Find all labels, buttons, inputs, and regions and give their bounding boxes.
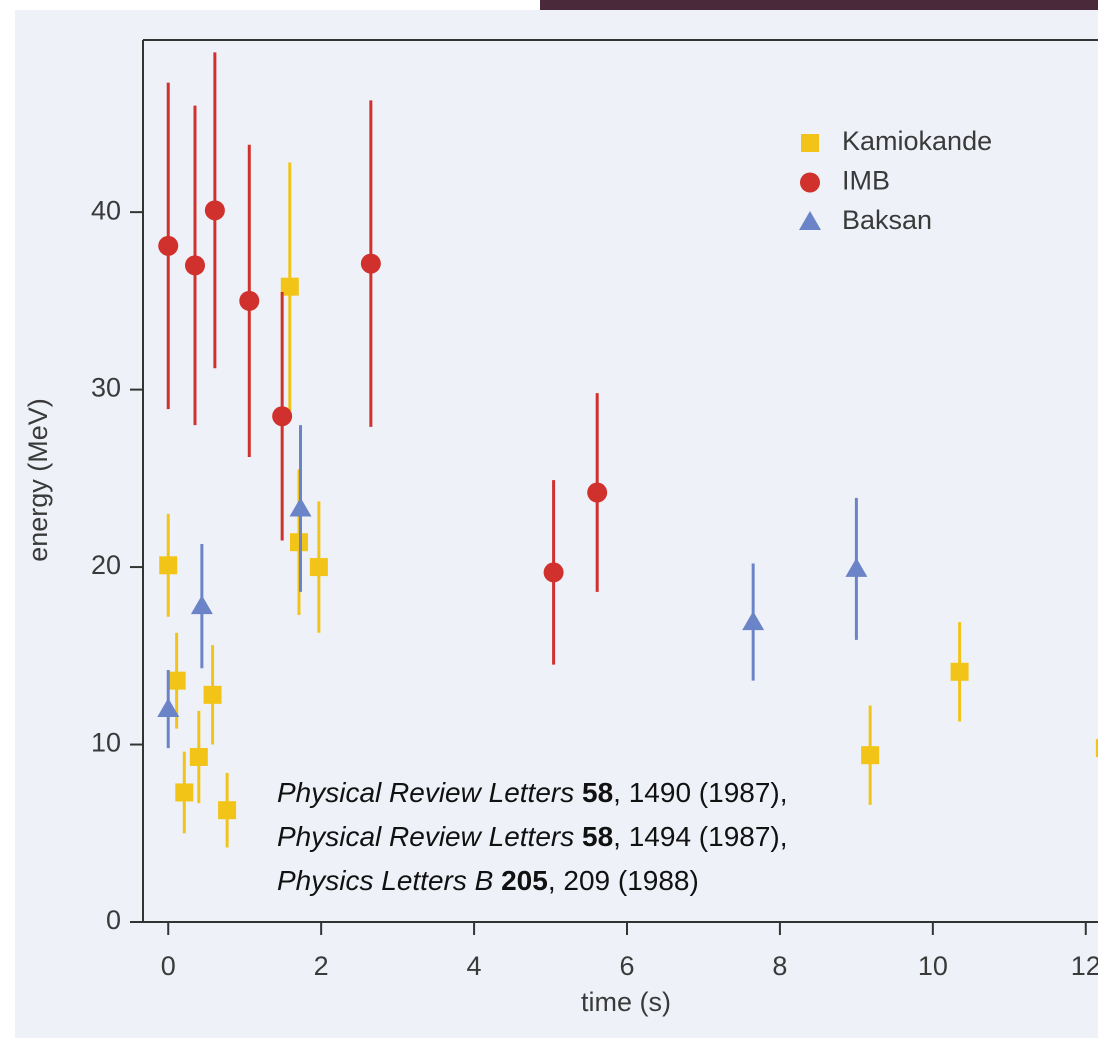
marker-square xyxy=(289,533,308,552)
marker-circle xyxy=(800,172,820,193)
marker-circle xyxy=(587,482,608,503)
citation: Physical Review Letters 58, 1494 (1987), xyxy=(277,821,788,852)
marker-triangle xyxy=(157,698,180,718)
citation-journal: Physical Review Letters xyxy=(277,821,574,852)
marker-square xyxy=(167,671,186,690)
y-tick-label: 20 xyxy=(91,550,121,580)
x-axis-label: time (s) xyxy=(581,987,671,1017)
marker-square xyxy=(189,747,208,766)
x-tick-label: 0 xyxy=(161,951,176,981)
marker-square xyxy=(801,134,819,152)
x-tick-label: 4 xyxy=(467,951,482,981)
photo-strip xyxy=(540,0,1098,10)
marker-triangle xyxy=(845,557,868,577)
marker-square xyxy=(159,556,178,575)
y-tick-label: 0 xyxy=(106,905,121,935)
citation: Physical Review Letters 58, 1490 (1987), xyxy=(277,777,788,808)
x-tick-label: 2 xyxy=(314,951,329,981)
citation: Physics Letters B 205, 209 (1988) xyxy=(277,865,699,896)
citation-volume: 205 xyxy=(501,865,548,896)
marker-triangle xyxy=(742,611,765,631)
citation-rest: , 209 (1988) xyxy=(548,865,699,896)
marker-square xyxy=(861,746,880,765)
marker-square xyxy=(203,685,222,704)
marker-square xyxy=(280,277,299,296)
legend-label: Baksan xyxy=(842,205,932,235)
x-tick-label: 6 xyxy=(619,951,634,981)
x-tick-label: 8 xyxy=(772,951,787,981)
marker-circle xyxy=(360,253,381,274)
marker-circle xyxy=(204,200,225,221)
legend-label: Kamiokande xyxy=(842,126,992,156)
marker-square xyxy=(309,558,328,577)
marker-square xyxy=(218,801,237,820)
marker-square xyxy=(175,783,194,802)
citation-rest: , 1494 (1987), xyxy=(613,821,787,852)
legend-label: IMB xyxy=(842,166,890,196)
y-tick-label: 40 xyxy=(91,195,121,225)
x-tick-label: 12 xyxy=(1071,951,1098,981)
marker-circle xyxy=(158,235,179,256)
citation-rest: , 1490 (1987), xyxy=(613,777,787,808)
marker-circle xyxy=(184,255,205,276)
marker-square xyxy=(1095,739,1098,758)
citation-journal: Physical Review Letters xyxy=(277,777,574,808)
marker-circle xyxy=(272,406,293,427)
marker-square xyxy=(950,662,969,681)
y-axis-label: energy (MeV) xyxy=(23,398,53,562)
marker-circle xyxy=(543,562,564,583)
y-tick-label: 10 xyxy=(91,728,121,758)
x-tick-label: 10 xyxy=(918,951,948,981)
citation-volume: 58 xyxy=(582,821,613,852)
plot-area xyxy=(157,52,1098,848)
marker-triangle xyxy=(289,497,312,517)
marker-circle xyxy=(239,290,260,311)
y-tick-label: 30 xyxy=(91,373,121,403)
citation-volume: 58 xyxy=(582,777,613,808)
marker-triangle xyxy=(190,595,213,615)
plot-frame xyxy=(142,39,1098,923)
citation-journal: Physics Letters B xyxy=(277,865,493,896)
marker-triangle xyxy=(799,211,821,230)
